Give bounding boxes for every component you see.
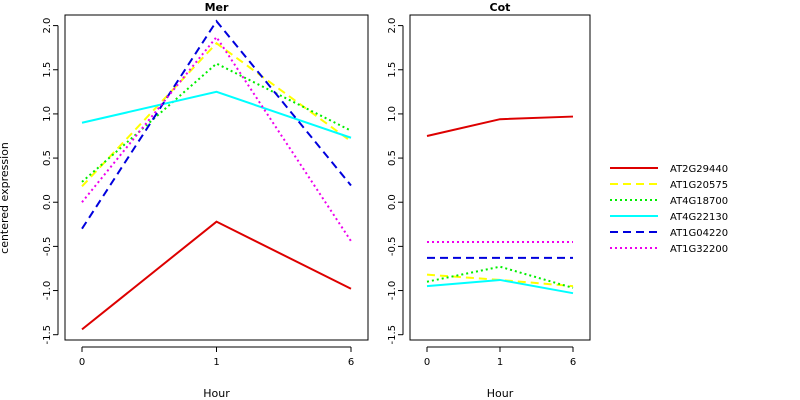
legend-item: AT2G29440: [610, 164, 728, 175]
series-line-at4g18700: [426, 265, 574, 289]
series-line-at1g20575: [426, 273, 574, 288]
x-axis-label: Hour: [487, 387, 514, 400]
y-tick-label: 2.0: [387, 18, 398, 34]
legend-label: AT1G32200: [670, 244, 728, 255]
x-tick-label: 0: [79, 357, 85, 368]
y-axis-label: centered expression: [0, 142, 11, 254]
panel-mer: Mer -1.5 -1.0 -0.5 0.0 0.5 1.0 1.5 2.0 0 1 6 Hour: [42, 1, 369, 400]
y-tick-label: 1.5: [387, 62, 398, 78]
y-tick-label: 2.0: [42, 18, 53, 34]
legend-label: AT4G18700: [670, 196, 728, 207]
legend-label: AT4G22130: [670, 212, 728, 223]
x-tick-label: 0: [424, 357, 430, 368]
legend-label: AT2G29440: [670, 164, 728, 175]
legend-item: AT1G20575: [610, 180, 728, 191]
series-line-at4g22130: [81, 90, 352, 139]
x-tick-label: 1: [497, 357, 503, 368]
y-tick-label: -0.5: [42, 237, 53, 257]
y-tick-label: 0.0: [42, 194, 53, 210]
series-line-at1g04220: [81, 19, 352, 230]
panels-group: Mer-1.5-1.0-0.50.00.51.01.52.00 1 6HourCot…: [42, 1, 591, 400]
y-tick-label: 1.0: [387, 106, 398, 122]
panel-title: Cot: [490, 1, 511, 14]
y-tick-label: 0.0: [387, 194, 398, 210]
legend: AT2G29440 AT1G20575 AT4G18700 AT4G22130 AT1G…: [610, 164, 728, 255]
series-line-at1g32200: [81, 35, 352, 242]
legend-label: AT1G04220: [670, 228, 728, 239]
y-tick-label: 1.0: [42, 106, 53, 122]
legend-item: AT1G04220: [610, 228, 728, 239]
series-line-at4g22130: [426, 278, 574, 295]
legend-item: AT1G32200: [610, 244, 728, 255]
series-line-at2g29440: [81, 220, 352, 331]
series-line-at2g29440: [426, 115, 574, 137]
y-tick-label: -0.5: [387, 237, 398, 257]
x-tick-label: 6: [348, 357, 354, 368]
legend-label: AT1G20575: [670, 180, 728, 191]
y-tick-label: 0.5: [387, 150, 398, 166]
plot-frame: [409, 14, 591, 341]
x-tick-label: 6: [570, 357, 576, 368]
y-tick-label: -1.5: [387, 325, 398, 345]
panel-cot: Cot -1.5 -1.0 -0.5 0.0 0.5 1.0 1.5 2.0 0 1 6 Hour: [387, 1, 591, 400]
y-tick-label: 1.5: [42, 62, 53, 78]
legend-item: AT4G18700: [610, 196, 728, 207]
y-tick-label: -1.0: [42, 281, 53, 301]
y-tick-label: -1.5: [42, 325, 53, 345]
y-tick-label: 0.5: [42, 150, 53, 166]
series-line-at4g18700: [81, 62, 352, 183]
y-tick-label: -1.0: [387, 281, 398, 301]
series-line-at1g20575: [81, 41, 352, 188]
panel-title: Mer: [205, 1, 229, 14]
x-tick-label: 1: [213, 357, 219, 368]
plot-frame: [64, 14, 369, 341]
x-axis-label: Hour: [203, 387, 230, 400]
legend-item: AT4G22130: [610, 212, 728, 223]
